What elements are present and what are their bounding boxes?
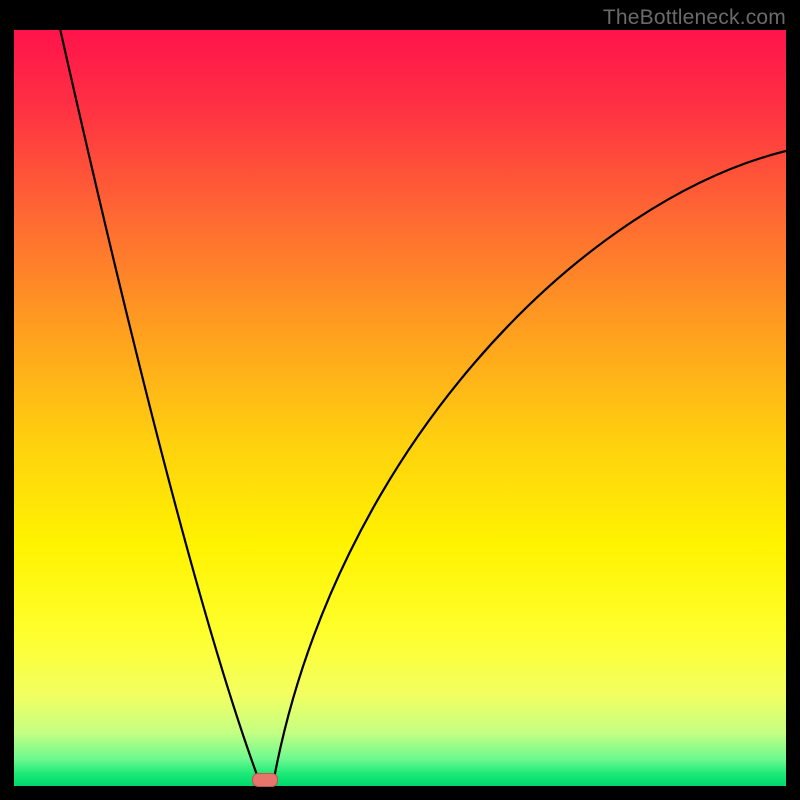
minimum-marker [252,773,278,787]
chart-container: TheBottleneck.com [0,0,800,800]
plot-area [14,30,786,786]
watermark-text: TheBottleneck.com [603,6,786,30]
bottleneck-curve [14,30,786,786]
